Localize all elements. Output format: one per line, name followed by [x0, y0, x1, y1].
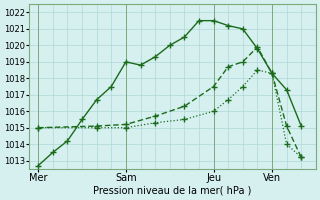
X-axis label: Pression niveau de la mer( hPa ): Pression niveau de la mer( hPa ) — [93, 186, 252, 196]
